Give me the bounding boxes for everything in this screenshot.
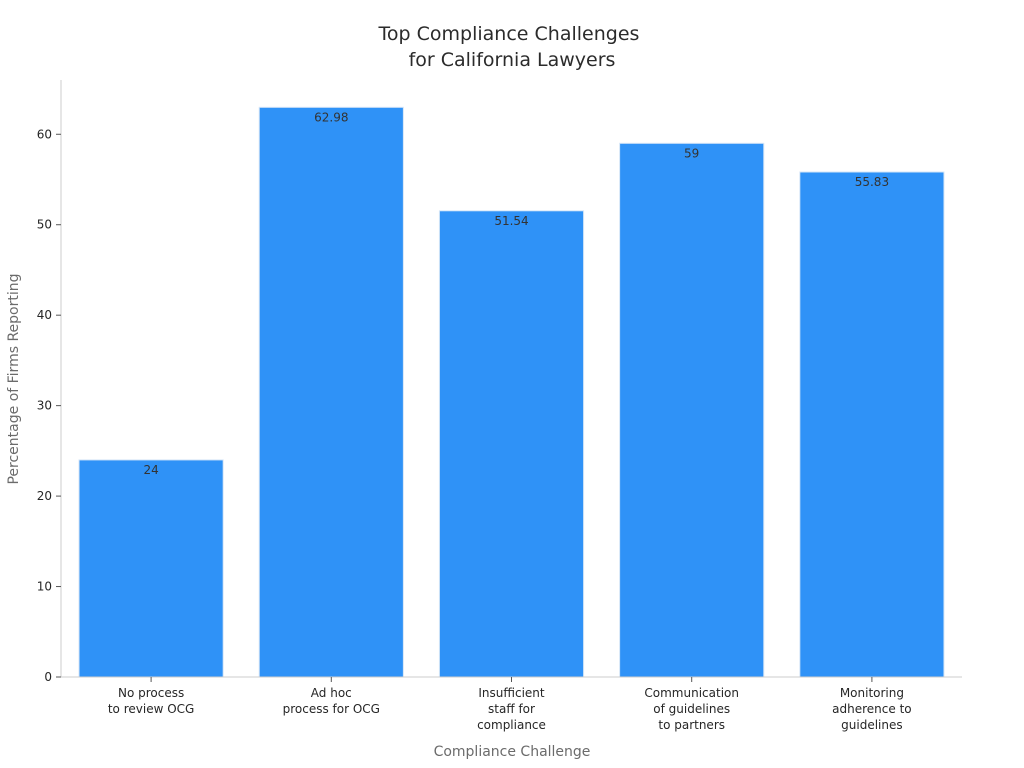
- data-label: 51.54: [494, 214, 528, 228]
- bar: [799, 171, 945, 678]
- x-tick-label-line: Monitoring: [840, 686, 904, 700]
- chart-title: Top Compliance Challenges for California…: [378, 23, 646, 71]
- y-tick-label: 60: [37, 127, 52, 141]
- x-tick-label-line: Insufficient: [478, 686, 545, 700]
- x-tick-label: Communication of guidelines to partners: [644, 686, 739, 732]
- bar: [258, 106, 404, 678]
- x-ticks-layer: No process to review OCG Ad hoc process for…: [108, 677, 912, 732]
- x-tick-label-line: adherence to: [832, 702, 911, 716]
- x-tick-label-line: process for OCG: [283, 702, 380, 716]
- bars-layer: [78, 106, 945, 678]
- x-tick-label-line: to review OCG: [108, 702, 194, 716]
- x-axis-title: Compliance Challenge: [434, 744, 591, 760]
- y-tick-label: 20: [37, 489, 52, 503]
- x-tick-label-line: Ad hoc: [311, 686, 352, 700]
- x-tick-label-line: to partners: [658, 718, 725, 732]
- bar: [78, 459, 224, 678]
- y-tick-label: 40: [37, 308, 52, 322]
- x-tick-label-line: staff for: [488, 702, 535, 716]
- y-tick-label: 10: [37, 580, 52, 594]
- y-ticks-layer: 0 10 20 30 40 50 60: [37, 127, 61, 684]
- x-tick-label: No process to review OCG: [108, 686, 194, 716]
- data-label: 24: [143, 463, 158, 477]
- chart-title-line-2: for California Lawyers: [409, 49, 616, 71]
- x-tick-label: Ad hoc process for OCG: [283, 686, 380, 716]
- data-label: 59: [684, 146, 699, 160]
- y-tick-label: 50: [37, 218, 52, 232]
- x-tick-label-line: compliance: [477, 718, 546, 732]
- x-tick-label-line: guidelines: [841, 718, 902, 732]
- x-tick-label-line: of guidelines: [653, 702, 730, 716]
- x-tick-label-line: No process: [118, 686, 184, 700]
- chart-title-line-1: Top Compliance Challenges: [378, 23, 640, 45]
- x-tick-label: Insufficient staff for compliance: [477, 686, 546, 732]
- y-tick-label: 0: [44, 670, 52, 684]
- x-tick-label-line: Communication: [644, 686, 739, 700]
- x-tick-label: Monitoring adherence to guidelines: [832, 686, 911, 732]
- y-axis-title: Percentage of Firms Reporting: [6, 273, 22, 484]
- bar: [619, 142, 765, 678]
- data-labels-layer: 24 62.98 51.54 59 55.83: [143, 110, 889, 477]
- data-label: 55.83: [855, 175, 889, 189]
- bar: [438, 210, 585, 678]
- y-tick-label: 30: [37, 399, 52, 413]
- data-label: 62.98: [314, 110, 348, 124]
